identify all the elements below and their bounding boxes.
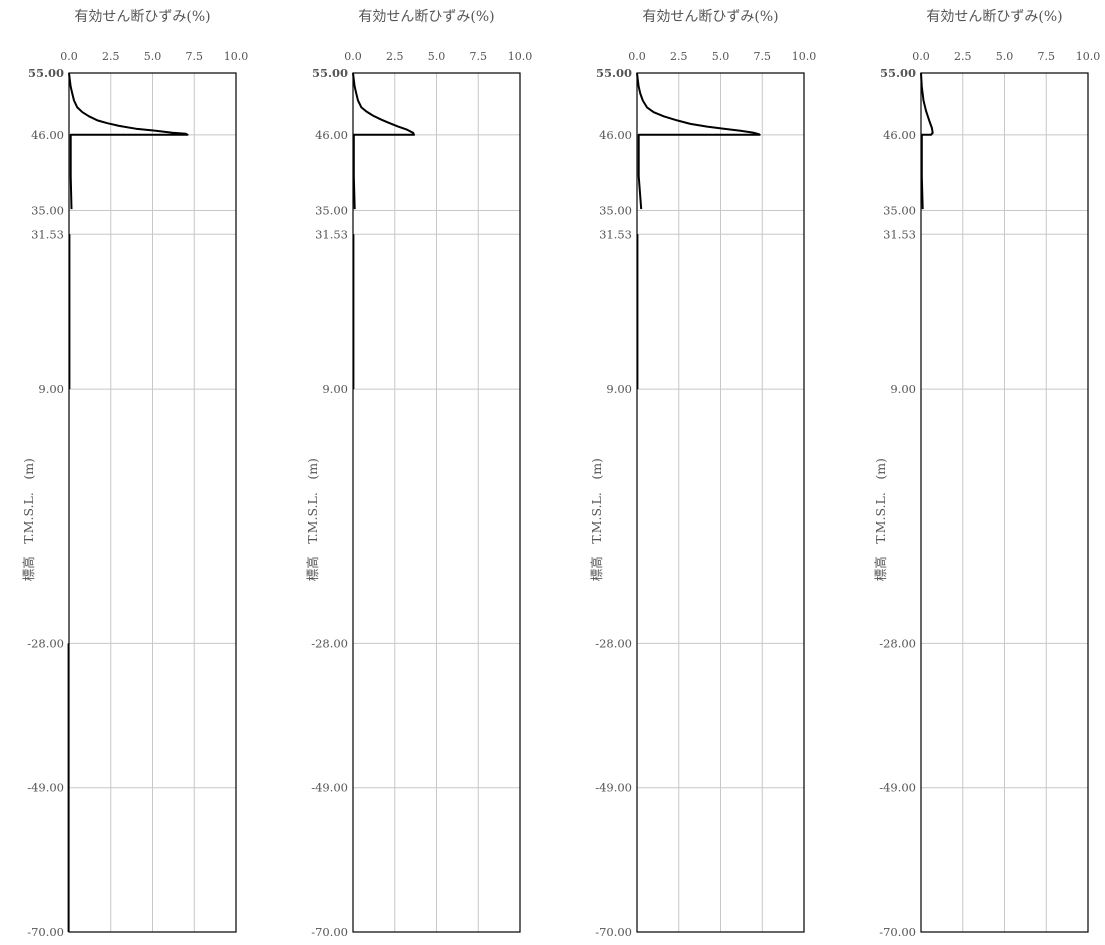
strain-profile-line — [920, 72, 934, 210]
chart-title: 有効せん断ひずみ(%) — [358, 9, 494, 25]
y-tick-label: 9.00 — [38, 382, 64, 396]
x-tick-label: 7.5 — [470, 50, 488, 63]
x-tick-label: 0.0 — [60, 50, 78, 63]
chart-panel-1: 有効せん断ひずみ(%) 0.0 2.5 5.0 7.5 10.0 55.00 46.00 35.… — [21, 9, 248, 939]
chart-title: 有効せん断ひずみ(%) — [74, 9, 210, 25]
y-tick-label: 35.00 — [31, 203, 64, 217]
x-tick-label: 5.0 — [144, 50, 162, 63]
y-tick-label: 46.00 — [315, 128, 348, 142]
y-tick-label: 46.00 — [883, 128, 916, 142]
y-tick-label: -70.00 — [311, 925, 348, 939]
x-tick-label: 7.5 — [186, 50, 204, 63]
x-tick-label: 2.5 — [954, 50, 972, 63]
x-tick-label: 5.0 — [428, 50, 446, 63]
x-tick-label: 5.0 — [996, 50, 1014, 63]
y-tick-label: -28.00 — [595, 636, 632, 650]
y-tick-label: 46.00 — [31, 128, 64, 142]
x-tick-label: 10.0 — [224, 50, 249, 63]
y-axis-label: 標高 T.M.S.L. (m) — [21, 458, 36, 581]
y-tick-label: 9.00 — [322, 382, 348, 396]
y-tick-label: 46.00 — [599, 128, 632, 142]
chart-panel-2: 有効せん断ひずみ(%) 0.0 2.5 5.0 7.5 10.0 55.00 46.00 35.… — [305, 9, 532, 939]
y-tick-label: 31.53 — [883, 227, 916, 241]
y-axis-label: 標高 T.M.S.L. (m) — [589, 458, 604, 581]
y-tick-label: -70.00 — [879, 925, 916, 939]
x-tick-label: 2.5 — [670, 50, 688, 63]
y-tick-label: 35.00 — [315, 203, 348, 217]
y-tick-label: 55.00 — [596, 66, 632, 80]
y-tick-label: -28.00 — [27, 636, 64, 650]
y-tick-label: 55.00 — [880, 66, 916, 80]
x-tick-label: 2.5 — [386, 50, 404, 63]
y-tick-label: -49.00 — [879, 781, 916, 795]
y-tick-label: -49.00 — [27, 781, 64, 795]
x-tick-label: 5.0 — [712, 50, 730, 63]
strain-profile-line — [636, 72, 761, 210]
y-tick-label: -49.00 — [595, 781, 632, 795]
y-tick-label: 31.53 — [31, 227, 64, 241]
y-tick-label: 35.00 — [883, 203, 916, 217]
plot-frame — [636, 72, 805, 933]
x-tick-label: 10.0 — [508, 50, 533, 63]
x-tick-label: 0.0 — [912, 50, 930, 63]
x-tick-label: 7.5 — [1038, 50, 1056, 63]
chart-title: 有効せん断ひずみ(%) — [926, 9, 1062, 25]
y-axis-label: 標高 T.M.S.L. (m) — [305, 458, 320, 581]
x-tick-label: 10.0 — [1076, 50, 1101, 63]
y-tick-label: -70.00 — [595, 925, 632, 939]
x-tick-label: 7.5 — [754, 50, 772, 63]
strain-profile-line — [68, 72, 189, 210]
y-tick-label: 9.00 — [606, 382, 632, 396]
x-tick-label: 2.5 — [102, 50, 120, 63]
y-tick-label: 35.00 — [599, 203, 632, 217]
plot-frame — [68, 72, 237, 933]
y-tick-label: -70.00 — [27, 925, 64, 939]
chart-panel-4: 有効せん断ひずみ(%) 0.0 2.5 5.0 7.5 10.0 55.00 46.00 35.… — [873, 9, 1100, 939]
y-tick-label: 31.53 — [599, 227, 632, 241]
y-tick-label: -49.00 — [311, 781, 348, 795]
x-tick-label: 0.0 — [628, 50, 646, 63]
x-tick-label: 10.0 — [792, 50, 817, 63]
y-axis-label: 標高 T.M.S.L. (m) — [873, 458, 888, 581]
y-tick-label: 55.00 — [312, 66, 348, 80]
y-tick-label: -28.00 — [879, 636, 916, 650]
y-tick-label: 9.00 — [890, 382, 916, 396]
chart-title: 有効せん断ひずみ(%) — [642, 9, 778, 25]
plot-frame — [352, 72, 521, 933]
y-tick-label: 55.00 — [28, 66, 64, 80]
chart-panel-3: 有効せん断ひずみ(%) 0.0 2.5 5.0 7.5 10.0 55.00 46.00 35.… — [589, 9, 816, 939]
y-tick-label: -28.00 — [311, 636, 348, 650]
x-tick-label: 0.0 — [344, 50, 362, 63]
y-tick-label: 31.53 — [315, 227, 348, 241]
strain-profile-line — [352, 72, 415, 210]
plot-frame — [920, 72, 1089, 933]
